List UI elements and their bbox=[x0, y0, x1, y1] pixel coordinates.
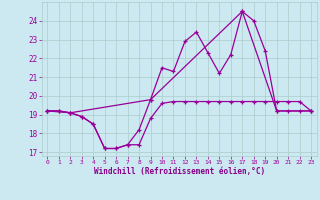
X-axis label: Windchill (Refroidissement éolien,°C): Windchill (Refroidissement éolien,°C) bbox=[94, 167, 265, 176]
